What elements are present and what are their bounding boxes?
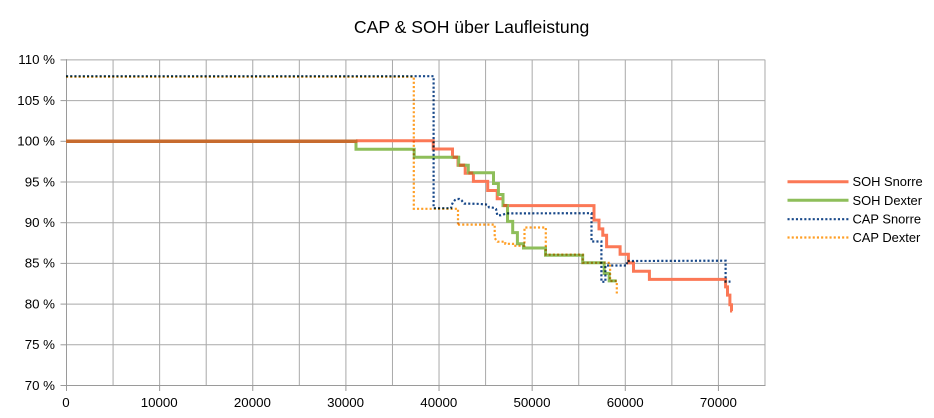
svg-text:40000: 40000: [420, 395, 457, 410]
svg-text:SOH Dexter: SOH Dexter: [853, 193, 923, 208]
svg-text:85 %: 85 %: [25, 256, 55, 271]
svg-text:60000: 60000: [607, 395, 644, 410]
svg-text:100 %: 100 %: [17, 134, 55, 149]
svg-text:95 %: 95 %: [25, 174, 55, 189]
svg-text:10000: 10000: [141, 395, 178, 410]
svg-text:0: 0: [62, 395, 69, 410]
svg-text:110 %: 110 %: [18, 52, 55, 67]
svg-text:50000: 50000: [514, 395, 551, 410]
svg-text:CAP Snorre: CAP Snorre: [853, 212, 922, 227]
svg-text:CAP Dexter: CAP Dexter: [853, 230, 922, 245]
svg-text:80 %: 80 %: [25, 296, 55, 311]
svg-text:75 %: 75 %: [25, 337, 55, 352]
svg-text:105 %: 105 %: [17, 93, 55, 108]
svg-text:30000: 30000: [327, 395, 364, 410]
svg-text:70000: 70000: [700, 395, 737, 410]
svg-text:70 %: 70 %: [25, 378, 55, 393]
svg-text:20000: 20000: [234, 395, 271, 410]
svg-text:90 %: 90 %: [25, 215, 55, 230]
svg-text:CAP & SOH über Laufleistung: CAP & SOH über Laufleistung: [354, 17, 589, 37]
svg-text:SOH Snorre: SOH Snorre: [853, 174, 923, 189]
